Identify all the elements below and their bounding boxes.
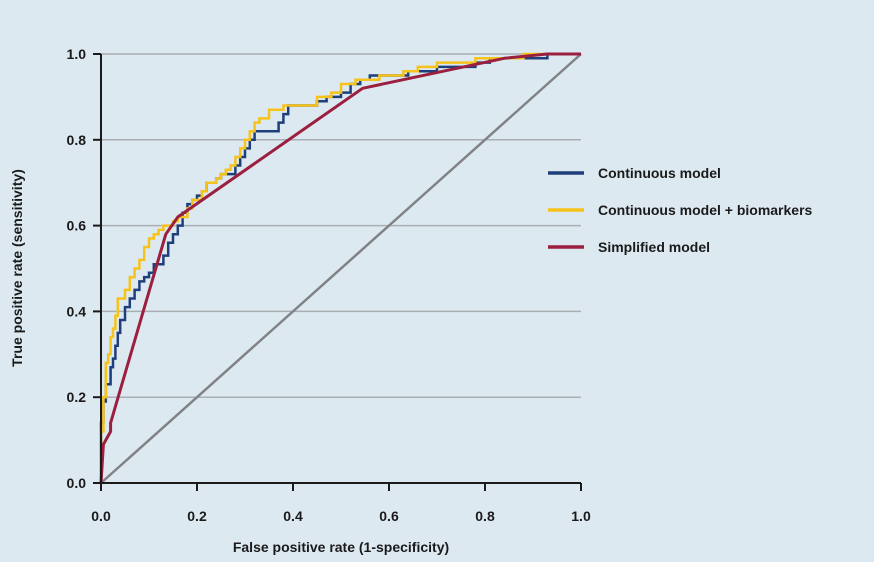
x-tick-label-0: 0.0 [91,508,111,524]
y-tick-label-2: 0.4 [67,303,87,319]
legend: Continuous model Continuous model + bioma… [548,165,813,255]
y-axis-title: True positive rate (sensitivity) [9,169,25,367]
legend-label-continuous-model: Continuous model [598,165,721,181]
y-tick-label-3: 0.6 [67,218,87,234]
x-tick-label-2: 0.4 [283,508,303,524]
y-tick-label-1: 0.2 [67,389,87,405]
reference-diagonal-line [100,53,582,484]
x-tick-label-1: 0.2 [187,508,207,524]
legend-label-simplified-model: Simplified model [598,239,710,255]
series-lines [99,52,582,484]
y-tick-label-5: 1.0 [67,46,87,62]
legend-label-continuous-model-biomarkers: Continuous model + biomarkers [598,202,813,218]
x-axis-title: False positive rate (1-specificity) [233,539,449,555]
tick-labels: 0.0 0.2 0.4 0.6 0.8 1.0 0.0 0.2 0.4 0.6 0.8 1.0 [67,46,591,524]
series-line-simplified-model [99,52,581,484]
x-tick-label-5: 1.0 [571,508,591,524]
series-line-continuous-model-biomarkers [99,52,581,483]
axes [93,53,582,491]
x-tick-label-4: 0.8 [475,508,495,524]
y-tick-label-4: 0.8 [67,132,87,148]
y-tick-label-0: 0.0 [67,475,87,491]
x-tick-label-3: 0.6 [379,508,399,524]
